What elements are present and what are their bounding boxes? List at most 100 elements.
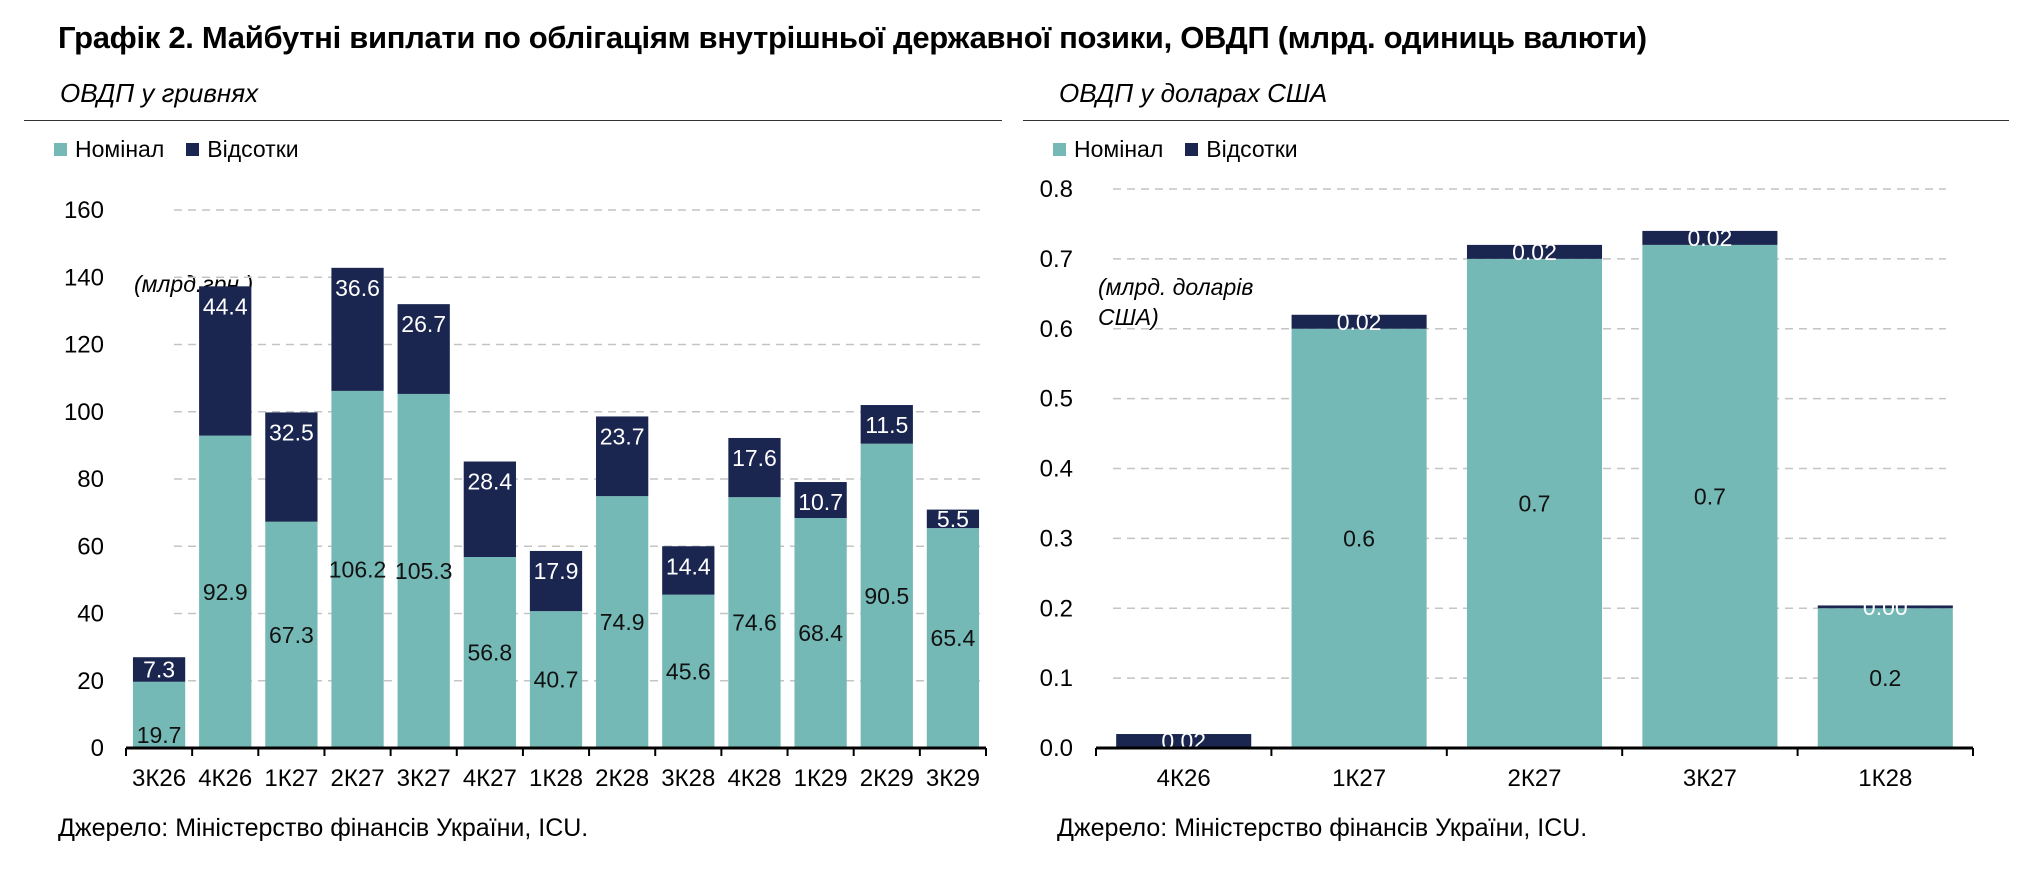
usd-source-note: Джерело: Міністерство фінансів України, …: [1057, 814, 1588, 842]
bar-interest: [926, 509, 980, 529]
x-tick-label: 3К28: [661, 765, 715, 792]
data-label-nominal: 0.7: [1519, 490, 1551, 516]
y-tick-label: 0.7: [1040, 246, 1073, 273]
data-label-interest: 23.7: [600, 423, 645, 449]
uah-bar-chart: (млрд.грн.) 02040608010012014016019.77.3…: [64, 197, 987, 792]
x-tick-label: 1К27: [1332, 765, 1386, 792]
usd-unit-note-line2: США): [1098, 304, 1159, 330]
uah-divider: [24, 120, 1002, 121]
bar-nominal: [926, 528, 980, 748]
data-label-interest: 32.5: [269, 419, 314, 445]
y-tick-label: 0.4: [1040, 456, 1073, 483]
bar-interest: [596, 416, 649, 497]
x-tick-label: 2К28: [595, 765, 649, 792]
x-tick-label: 2К27: [331, 765, 385, 792]
data-label-interest: 5.5: [937, 506, 969, 532]
y-tick-label: 0.5: [1040, 386, 1073, 413]
data-label-nominal: 67.3: [269, 622, 314, 648]
bar-nominal: [728, 497, 781, 748]
data-label-interest: 0.02: [1337, 309, 1382, 335]
bar-nominal: [397, 393, 450, 748]
usd-panel: ОВДП у доларах США Номінал Відсотки (млр…: [1023, 70, 2009, 870]
y-tick-label: 0.1: [1040, 665, 1073, 692]
data-label-interest: 11.5: [865, 412, 908, 438]
uah-legend: Номінал Відсотки: [54, 136, 321, 163]
uah-source-note: Джерело: Міністерство фінансів України, …: [58, 814, 589, 842]
bar-interest: [199, 286, 252, 436]
bar-nominal: [1817, 608, 1953, 748]
x-tick-label: 3К29: [926, 765, 980, 792]
data-label-nominal: 106.2: [329, 556, 387, 582]
y-tick-label: 0.0: [1040, 735, 1073, 762]
data-label-interest: 26.7: [401, 311, 446, 337]
bar-nominal: [596, 496, 649, 748]
x-tick-label: 2К29: [860, 765, 914, 792]
bar-nominal: [1642, 244, 1778, 748]
bar-nominal: [529, 611, 583, 748]
bar-interest: [331, 267, 384, 391]
x-tick-label: 4К27: [463, 765, 517, 792]
uah-subtitle: ОВДП у гривнях: [60, 78, 259, 108]
x-tick-label: 3К26: [132, 765, 186, 792]
data-label-nominal: 0.7: [1694, 483, 1726, 509]
y-tick-label: 40: [77, 601, 104, 628]
bar-nominal: [860, 443, 913, 748]
y-tick-label: 20: [77, 668, 104, 695]
bar-interest: [1466, 244, 1603, 259]
x-tick-label: 1К28: [1858, 765, 1912, 792]
usd-legend: Номінал Відсотки: [1053, 136, 1320, 163]
bar-interest: [265, 412, 318, 522]
legend-label-nominal: Номінал: [1074, 136, 1164, 162]
data-label-interest: 0.02: [1161, 728, 1206, 754]
x-tick-label: 4К28: [727, 765, 781, 792]
x-tick-label: 1К29: [794, 765, 848, 792]
legend-item-nominal: Номінал: [54, 136, 164, 163]
legend-label-interest: Відсотки: [1206, 136, 1298, 162]
y-tick-label: 160: [64, 197, 104, 224]
legend-swatch-interest: [1185, 143, 1199, 156]
y-tick-label: 0.3: [1040, 525, 1073, 552]
usd-subtitle: ОВДП у доларах США: [1059, 78, 1328, 108]
bar-interest: [529, 550, 583, 612]
bar-interest: [1116, 734, 1252, 748]
y-tick-label: 0: [91, 735, 104, 762]
bar-interest: [860, 405, 913, 444]
uah-panel: ОВДП у гривнях Номінал Відсотки (млрд.гр…: [24, 70, 1002, 870]
legend-label-nominal: Номінал: [75, 136, 165, 162]
bar-interest: [1291, 314, 1427, 329]
legend-label-interest: Відсотки: [207, 136, 299, 162]
bar-nominal: [1466, 258, 1603, 748]
bar-nominal: [199, 435, 252, 748]
bar-interest: [1642, 230, 1778, 245]
bar-interest: [1817, 605, 1953, 609]
bar-nominal: [662, 594, 715, 748]
data-label-interest: 0.02: [1688, 225, 1733, 251]
y-tick-label: 0.6: [1040, 316, 1073, 343]
legend-item-nominal: Номінал: [1053, 136, 1163, 163]
figure-title: Графік 2. Майбутні виплати по облігаціям…: [58, 20, 1647, 55]
data-label-nominal: 56.8: [467, 640, 512, 666]
data-label-nominal: 74.6: [732, 610, 777, 636]
y-tick-label: 120: [64, 332, 104, 359]
legend-item-interest: Відсотки: [1185, 136, 1298, 163]
bar-nominal: [463, 557, 516, 748]
bar-nominal: [265, 521, 318, 748]
bar-interest: [728, 437, 781, 498]
usd-bar-chart: (млрд. доларів США) 0.0 0.1 0.2 0.3 0.4 0.5 0.…: [1040, 176, 1974, 792]
y-tick-label: 0.2: [1040, 595, 1073, 622]
data-label-nominal: 45.6: [666, 658, 711, 684]
data-label-nominal: 40.7: [534, 667, 579, 693]
data-label-interest: 17.6: [732, 445, 777, 471]
x-tick-label: 1К27: [264, 765, 318, 792]
data-label-nominal: 0.2: [1869, 665, 1901, 691]
x-tick-label: 4К26: [1157, 765, 1211, 792]
legend-swatch-nominal: [54, 143, 67, 156]
legend-item-interest: Відсотки: [186, 136, 299, 163]
bar-interest: [397, 304, 450, 394]
legend-swatch-interest: [186, 143, 200, 156]
x-tick-label: 2К27: [1507, 765, 1561, 792]
bar-nominal: [794, 518, 847, 748]
usd-divider: [1023, 120, 2009, 121]
data-label-nominal: 74.9: [600, 609, 645, 635]
y-tick-label: 140: [64, 264, 104, 291]
